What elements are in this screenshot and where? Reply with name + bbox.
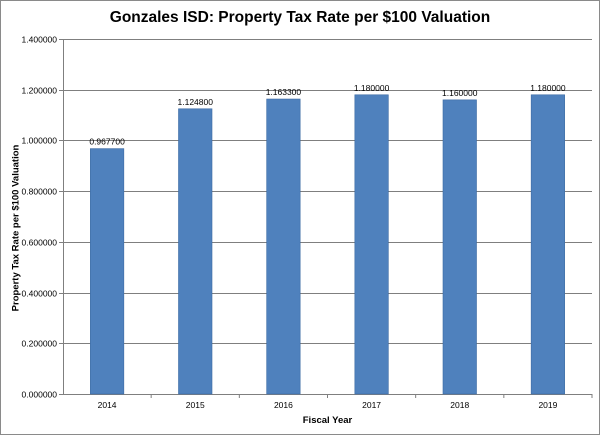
y-tick-label: 0.200000 — [22, 339, 58, 349]
x-tick-label-2018: 2018 — [450, 400, 469, 410]
y-tick-label: 0.800000 — [22, 187, 58, 197]
bar-2016 — [266, 98, 301, 395]
data-label-2019: 1.180000 — [530, 83, 566, 93]
bar-2017 — [354, 94, 389, 395]
x-tick-label-2017: 2017 — [362, 400, 381, 410]
data-label-2016: 1.163300 — [266, 87, 302, 97]
data-label-2018: 1.160000 — [442, 88, 478, 98]
x-axis-title: Fiscal Year — [302, 415, 353, 426]
bar-2015 — [178, 108, 213, 395]
data-label-2017: 1.180000 — [354, 83, 390, 93]
bar-2019 — [530, 94, 565, 395]
x-tick-label-2019: 2019 — [538, 400, 557, 410]
y-tick-label: 0.600000 — [22, 238, 58, 248]
x-tick-label-2016: 2016 — [274, 400, 293, 410]
data-label-2014: 0.967700 — [89, 137, 125, 147]
y-tick-label: 1.000000 — [22, 136, 58, 146]
data-label-2015: 1.124800 — [178, 97, 214, 107]
bar-2014 — [90, 148, 125, 395]
x-tick-label-2015: 2015 — [186, 400, 205, 410]
y-tick-label: 1.200000 — [22, 86, 58, 96]
chart-title: Gonzales ISD: Property Tax Rate per $100… — [109, 9, 491, 26]
y-tick-label: 0.000000 — [22, 390, 58, 400]
bar-2018 — [442, 99, 477, 395]
y-tick-label: 0.400000 — [22, 289, 58, 299]
x-tick-label-2014: 2014 — [98, 400, 117, 410]
y-tick-label: 1.400000 — [22, 35, 58, 45]
